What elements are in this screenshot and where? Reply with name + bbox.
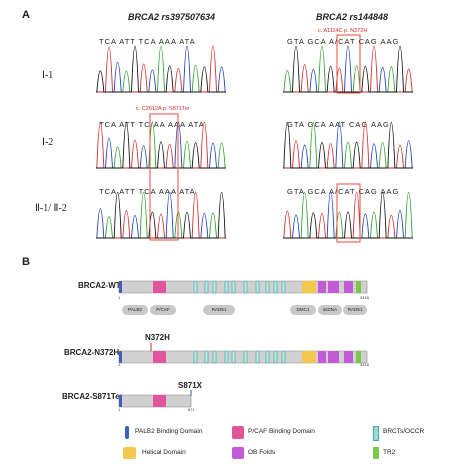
n372h-brct-repeat-3 <box>224 350 229 364</box>
wt-brct-repeat-9 <box>281 280 286 294</box>
wt-ob-fold-3 <box>344 281 353 293</box>
n372h-brct-repeat-2 <box>212 350 217 364</box>
wt-brct-repeat-1 <box>204 280 209 294</box>
right-trace-3-channel-3 <box>283 191 413 239</box>
right-seq-3: GTA GCA A/CAT CAG AAG <box>287 187 400 196</box>
protein-name-s871ter: BRCA2-S871Ter <box>62 392 123 401</box>
domain-label-rad51: RAD51 <box>203 305 235 315</box>
wt-brct-repeat-5 <box>243 280 248 294</box>
n372h-palb2-domain <box>119 351 122 363</box>
legend-label-ob: OB Folds <box>248 449 276 456</box>
right-trace-2-channel-0 <box>283 121 413 169</box>
wt-brct-repeat-8 <box>273 280 278 294</box>
protein-name-n372h: BRCA2-N372H <box>64 348 120 357</box>
domain-label-pcaf: P/CAF <box>150 305 176 315</box>
left-trace-1-channel-3 <box>96 45 226 93</box>
n372h-start: 1 <box>118 362 121 367</box>
s871-start: 1 <box>118 407 121 412</box>
n372h-ob-fold-2 <box>328 351 339 363</box>
wt-end: 3418 <box>360 295 369 300</box>
n372h-end: 3418 <box>360 362 369 367</box>
legend-label-pcaf: P/CAF Binding Domain <box>248 428 315 435</box>
left-trace-3-channel-2 <box>96 191 226 239</box>
legend: PALB2 Binding Domain P/CAF Binding Domai… <box>113 417 443 467</box>
wt-brct-repeat-0 <box>193 280 198 294</box>
wt-pcaf-domain <box>153 281 166 293</box>
row-label-2: Ⅰ-2 <box>42 137 54 148</box>
s871ter-palb2-domain <box>119 395 122 407</box>
right-seq-2: GTA GCA AAT CAG AAG <box>287 120 390 129</box>
row-label-3: Ⅱ-1/ Ⅱ-2 <box>35 203 67 214</box>
panel-a-label: A <box>22 9 30 21</box>
protein-name-wt: BRCA2-WT <box>78 281 121 290</box>
right-trace-2-channel-3 <box>283 121 413 169</box>
n372h-brct-repeat-1 <box>204 350 209 364</box>
n372h-pcaf-domain <box>153 351 166 363</box>
left-title: BRCA2 rs397507634 <box>128 12 216 22</box>
wt-brct-repeat-6 <box>255 280 260 294</box>
n372h-brct-repeat-0 <box>193 350 198 364</box>
left-seq-3: TCA ATT TCA AAA ATA <box>99 187 196 196</box>
wt-start: 1 <box>118 295 121 300</box>
n372h-tr2-domain <box>356 351 361 363</box>
n372h-brct-repeat-5 <box>243 350 248 364</box>
wt-ob-fold-2 <box>328 281 339 293</box>
panel-b-label: B <box>22 256 30 268</box>
right-mutation-box-2 <box>336 183 361 243</box>
left-trace-3-channel-3 <box>96 191 226 239</box>
legend-label-palb2: PALB2 Binding Domain <box>135 428 203 435</box>
wt-brct-repeat-3 <box>224 280 229 294</box>
wt-brct-repeat-2 <box>212 280 217 294</box>
right-mutation-label: c. A1114C p. N372H <box>318 28 368 34</box>
wt-brct-repeat-7 <box>265 280 270 294</box>
legend-swatch-ob <box>232 447 244 459</box>
n372h-brct-repeat-4 <box>231 350 236 364</box>
s871ter-pcaf-domain <box>153 395 166 407</box>
legend-swatch-pcaf <box>232 426 244 439</box>
legend-swatch-tr2 <box>373 447 379 459</box>
n372h-brct-repeat-8 <box>273 350 278 364</box>
n372h-ob-fold-1 <box>318 351 326 363</box>
right-trace-1-channel-3 <box>283 45 413 93</box>
legend-swatch-helical <box>123 447 136 459</box>
n372h-brct-repeat-6 <box>255 350 260 364</box>
right-mutation-box-1 <box>336 34 361 94</box>
legend-label-tr2: TR2 <box>383 449 396 456</box>
n372h-brct-repeat-7 <box>265 350 270 364</box>
right-title: BRCA2 rs144848 <box>316 12 389 22</box>
wt-palb2-domain <box>119 281 122 293</box>
wt-brct-repeat-4 <box>231 280 236 294</box>
left-mutation-box <box>149 113 179 241</box>
legend-swatch-brct <box>373 426 379 441</box>
n372h-brct-repeat-9 <box>281 350 286 364</box>
mutation-s871x: S871X <box>178 381 203 390</box>
right-trace-1-channel-1 <box>283 45 413 93</box>
wt-tr2-domain <box>356 281 361 293</box>
n372h-helical-domain <box>302 351 316 363</box>
n372h-ob-fold-3 <box>344 351 353 363</box>
left-trace-1-channel-0 <box>96 46 226 93</box>
row-label-1: Ⅰ-1 <box>42 70 54 81</box>
wt-helical-domain <box>302 281 316 293</box>
domain-label-palb2: PALB2 <box>122 305 148 315</box>
wt-ob-fold-1 <box>318 281 326 293</box>
left-mutation-label: c. C2612A p. S871Ter <box>136 106 190 112</box>
domain-label-dmc1: DMC1 <box>290 305 316 315</box>
right-seq-1: GTA GCA A/CAT CAG AAG <box>287 37 400 46</box>
left-trace-2-channel-3 <box>96 121 226 169</box>
domain-label-ssdna: ssDNA <box>318 305 342 315</box>
legend-swatch-palb2 <box>125 426 129 439</box>
s871-end: 871 <box>188 407 195 412</box>
legend-label-brct: BRCTs/OCCR <box>383 428 425 435</box>
legend-label-helical: Helical Domain <box>142 449 186 456</box>
domain-label-rad51-c: RAD51 <box>343 305 367 315</box>
mutation-n372h: N372H <box>145 333 170 342</box>
left-seq-1: TCA ATT TCA AAA ATA <box>99 37 196 46</box>
